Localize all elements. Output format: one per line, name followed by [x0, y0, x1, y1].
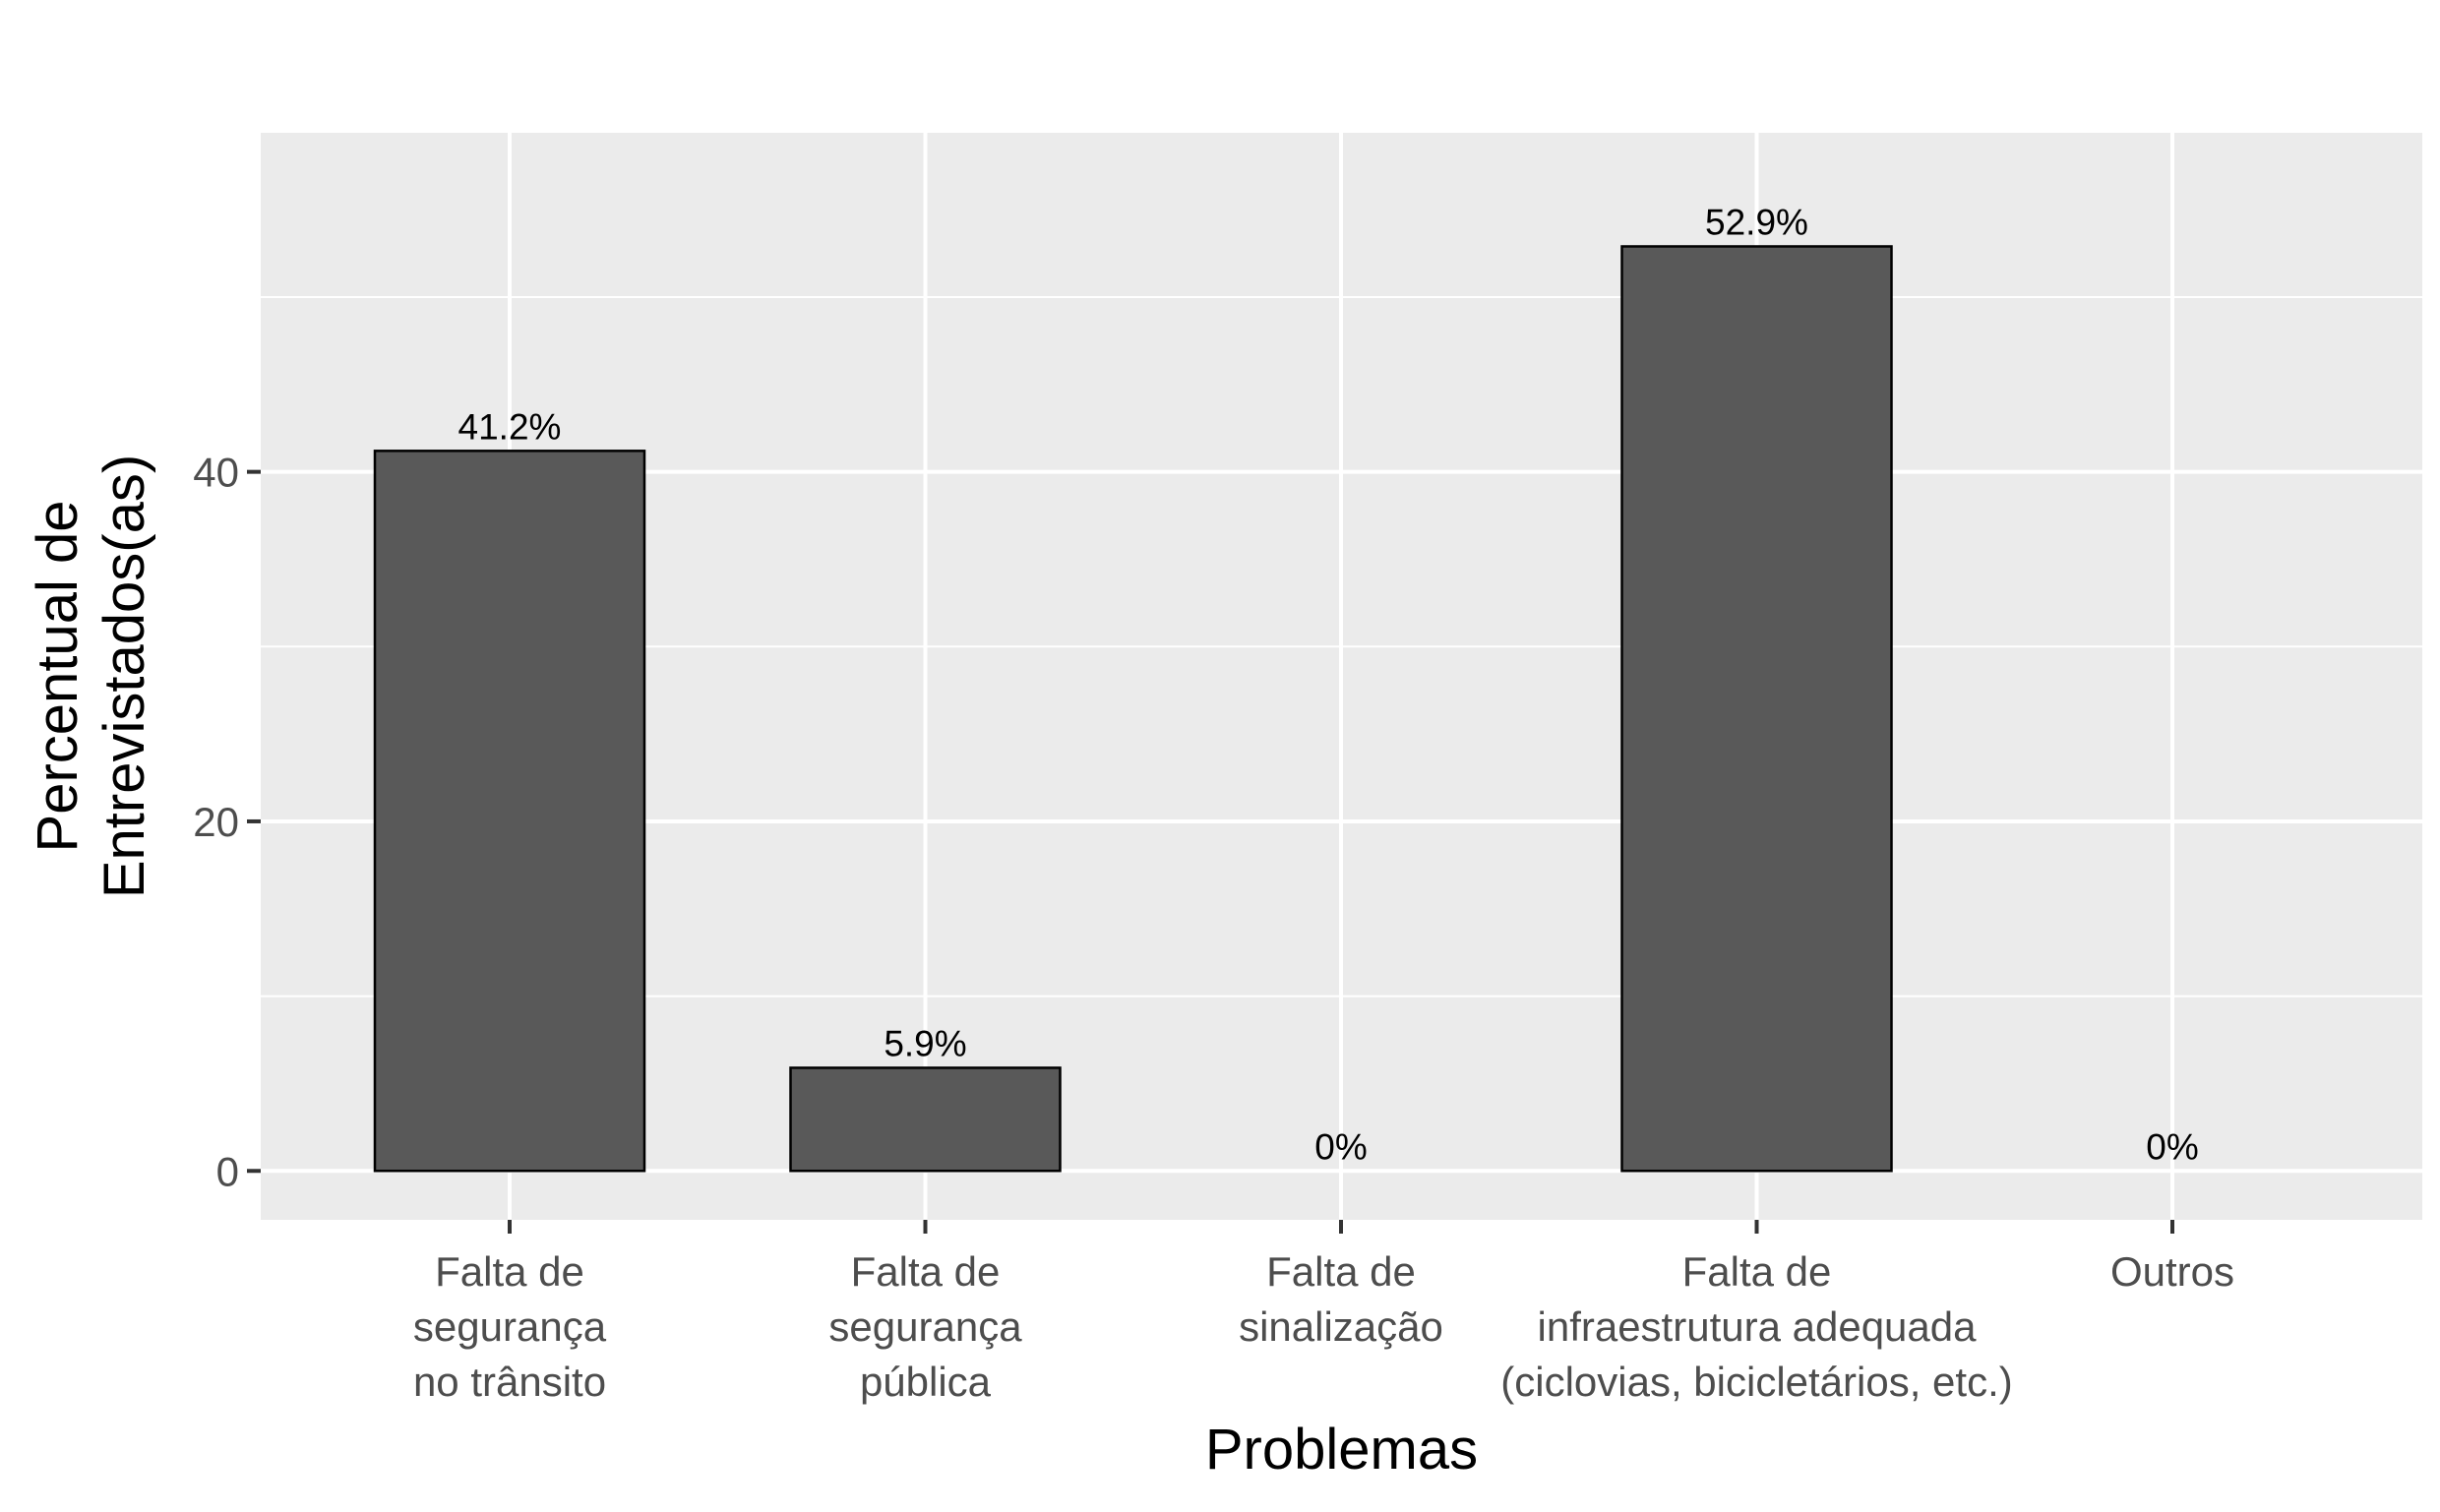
bar: [373, 450, 646, 1173]
bar-data-label: 0%: [1314, 1126, 1367, 1167]
bar-data-label: 52.9%: [1705, 202, 1808, 242]
bar: [789, 1066, 1062, 1173]
y-axis: 0 20 40: [193, 450, 261, 1194]
x-axis: Falta de segurança no trânsito Falta de segu…: [413, 1220, 2234, 1405]
y-tick-label: 40: [193, 450, 239, 496]
x-tick-label: Falta de segurança pública: [828, 1248, 1022, 1405]
bars: [373, 245, 1893, 1173]
x-tick-label: Outros: [2110, 1248, 2234, 1295]
bar: [1620, 245, 1893, 1173]
x-axis-title: Problemas: [1205, 1418, 1478, 1482]
y-tick-label: 20: [193, 799, 239, 845]
x-tick-label: Falta de infraestrutura adequada (ciclovia…: [1500, 1248, 2012, 1405]
y-axis-title: Percentual deEntrevistados(as): [26, 454, 156, 898]
y-tick-label: 0: [216, 1148, 239, 1194]
bar-data-label: 5.9%: [884, 1023, 966, 1063]
x-tick-label: Falta de segurança no trânsito: [413, 1248, 607, 1405]
bar-data-label: 0%: [2146, 1126, 2198, 1167]
data-labels: 41.2% 5.9% 0% 52.9% 0%: [458, 202, 2199, 1167]
x-tick-label: Falta de sinalização: [1239, 1248, 1443, 1350]
bar-data-label: 41.2%: [458, 406, 562, 447]
